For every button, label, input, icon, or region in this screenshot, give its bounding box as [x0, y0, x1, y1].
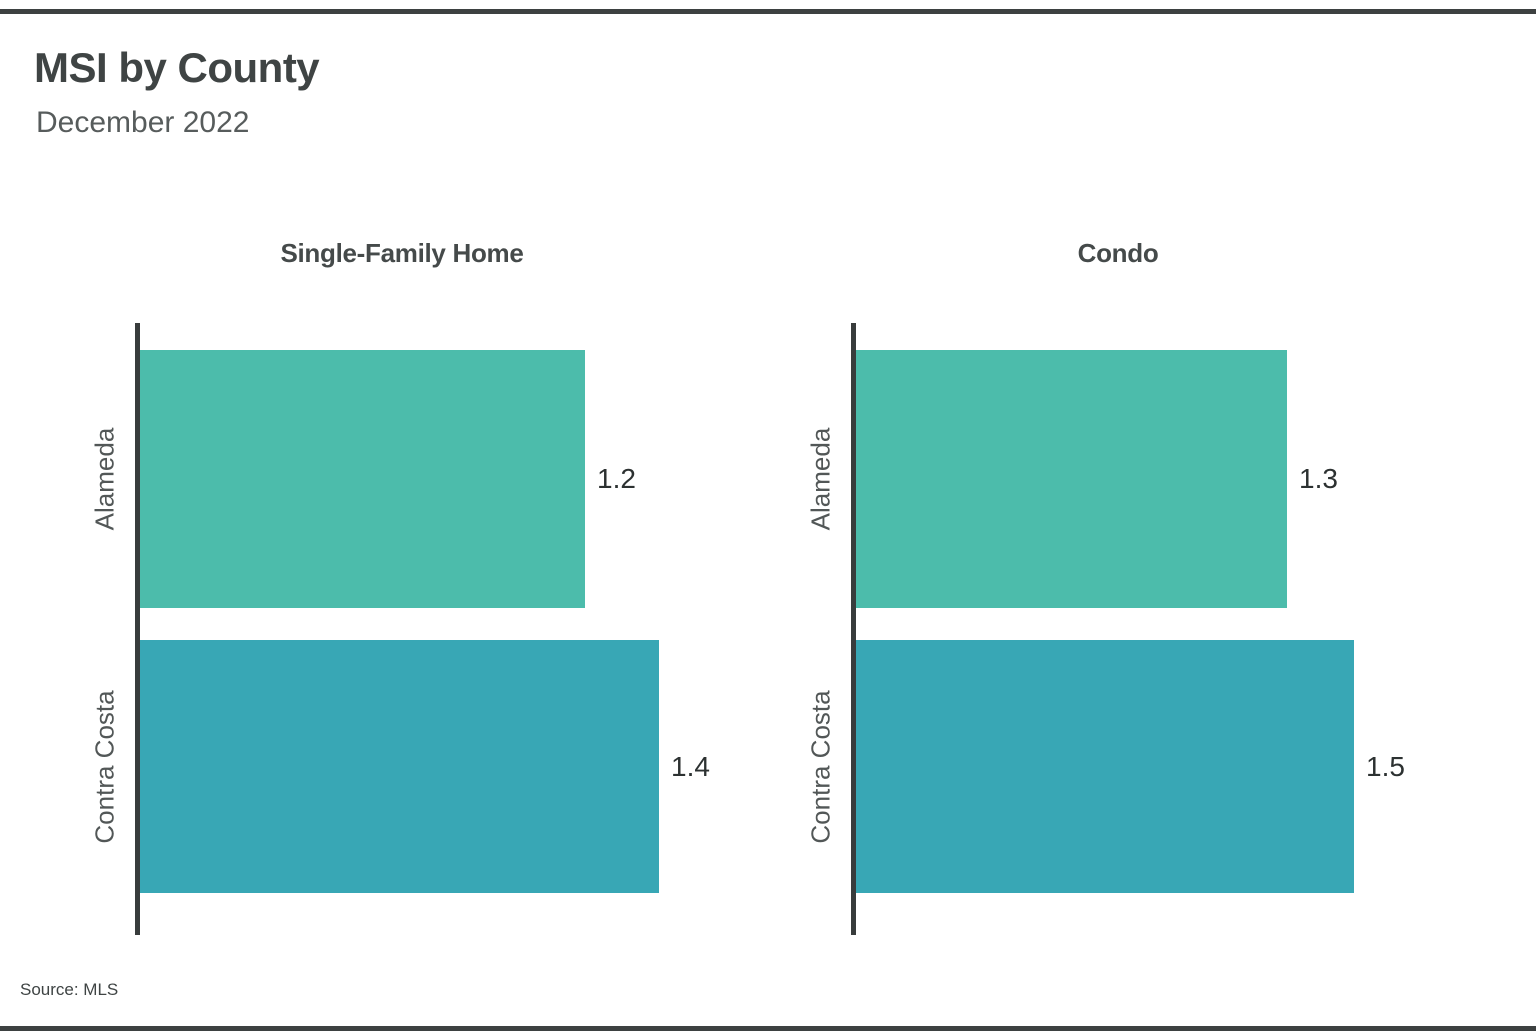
- bar-value-label: 1.2: [597, 463, 636, 494]
- category-label-contra-costa: Contra Costa: [805, 689, 836, 844]
- facet-title: Single-Family Home: [280, 238, 524, 268]
- bar-value-label: 1.3: [1299, 463, 1338, 494]
- y-axis-line: [135, 323, 140, 935]
- category-label-alameda: Alameda: [89, 427, 120, 531]
- source-note: Source: MLS: [20, 980, 119, 999]
- plot-area: 1.3 Alameda 1.5 Contra Costa: [806, 323, 1405, 935]
- bar-value-label: 1.5: [1366, 750, 1405, 782]
- facet-title: Condo: [1077, 238, 1159, 268]
- top-rule-divider: [0, 9, 1536, 14]
- bar-alameda: [140, 350, 585, 608]
- chart-panel-condo: Condo 1.3 Alameda 1.5 Contra Costa: [806, 238, 1405, 935]
- page-title: MSI by County: [34, 44, 320, 91]
- bar-contra-costa: [140, 640, 659, 893]
- bar-contra-costa: [856, 640, 1354, 893]
- bar-alameda: [856, 350, 1287, 608]
- y-axis-line: [851, 323, 856, 935]
- plot-area: 1.2 Alameda 1.4 Contra Costa: [90, 323, 710, 935]
- category-label-contra-costa: Contra Costa: [89, 689, 120, 844]
- bar-value-label: 1.4: [671, 750, 710, 782]
- chart-subtitle: December 2022: [36, 106, 250, 139]
- category-label-alameda: Alameda: [805, 427, 836, 531]
- chart-panel-single-family-home: Single-Family Home 1.2 Alameda 1.4 Contra Co…: [90, 238, 710, 935]
- bottom-rule-divider: [0, 1026, 1536, 1031]
